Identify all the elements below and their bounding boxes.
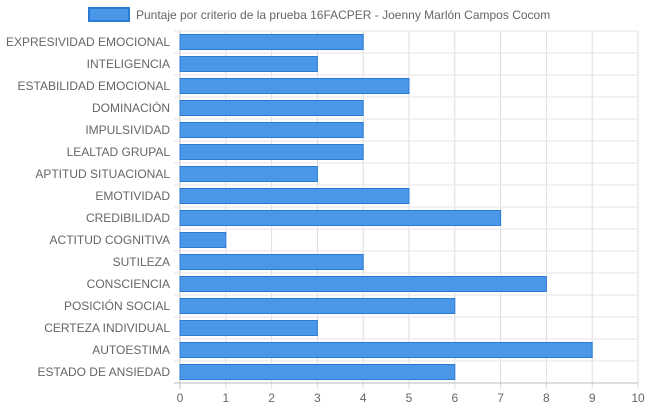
x-tick-label: 7	[497, 391, 504, 405]
x-tick-label: 10	[631, 391, 645, 405]
bar[interactable]	[179, 56, 318, 72]
x-tick-label: 3	[314, 391, 321, 405]
bar[interactable]	[179, 276, 547, 292]
y-tick-label: AUTOESTIMA	[92, 343, 170, 357]
x-tick-label: 4	[360, 391, 367, 405]
y-tick-label: EXPRESIVIDAD EMOCIONAL	[6, 35, 170, 49]
x-tick-label: 5	[406, 391, 413, 405]
y-tick-label: LEALTAD GRUPAL	[67, 145, 171, 159]
legend[interactable]: Puntaje por criterio de la prueba 16FACP…	[88, 7, 550, 22]
bar[interactable]	[179, 34, 364, 50]
bar[interactable]	[179, 210, 502, 226]
y-tick-label: CONSCIENCIA	[87, 277, 170, 291]
y-tick-label: CERTEZA INDIVIDUAL	[44, 321, 170, 335]
bar[interactable]	[179, 166, 318, 182]
bar[interactable]	[179, 188, 410, 204]
bar[interactable]	[179, 100, 364, 116]
bar[interactable]	[179, 232, 227, 248]
x-tick-label: 6	[451, 391, 458, 405]
bar[interactable]	[179, 364, 456, 380]
x-tick-label: 2	[268, 391, 275, 405]
bars	[179, 34, 593, 380]
legend-label[interactable]: Puntaje por criterio de la prueba 16FACP…	[136, 8, 550, 22]
bar[interactable]	[179, 342, 593, 358]
legend-swatch[interactable]	[88, 7, 130, 22]
x-tick-label: 0	[177, 391, 184, 405]
y-tick-label: IMPULSIVIDAD	[85, 123, 170, 137]
y-tick-label: APTITUD SITUACIONAL	[35, 167, 170, 181]
y-tick-label: POSICIÓN SOCIAL	[64, 298, 170, 313]
bar[interactable]	[179, 254, 364, 270]
x-axis-labels: 0 1 2 3 4 5 6 7 8 9 10	[177, 391, 645, 405]
y-tick-label: CREDIBILIDAD	[86, 211, 170, 225]
y-tick-label: ESTABILIDAD EMOCIONAL	[18, 79, 171, 93]
x-tick-label: 9	[589, 391, 596, 405]
bar[interactable]	[179, 320, 318, 336]
y-tick-label: INTELIGENCIA	[87, 57, 170, 71]
bar[interactable]	[179, 122, 364, 138]
x-tick-label: 1	[222, 391, 229, 405]
y-tick-label: EMOTIVIDAD	[95, 189, 170, 203]
y-tick-label: ACTITUD COGNITIVA	[50, 233, 170, 247]
bar[interactable]	[179, 144, 364, 160]
bar[interactable]	[179, 78, 410, 94]
y-axis-labels: EXPRESIVIDAD EMOCIONAL INTELIGENCIA ESTABI…	[6, 35, 170, 379]
y-tick-label: ESTADO DE ANSIEDAD	[38, 365, 171, 379]
y-tick-label: DOMINACIÓN	[92, 100, 170, 115]
bar[interactable]	[179, 298, 456, 314]
y-tick-label: SUTILEZA	[113, 255, 170, 269]
x-tick-label: 8	[543, 391, 550, 405]
